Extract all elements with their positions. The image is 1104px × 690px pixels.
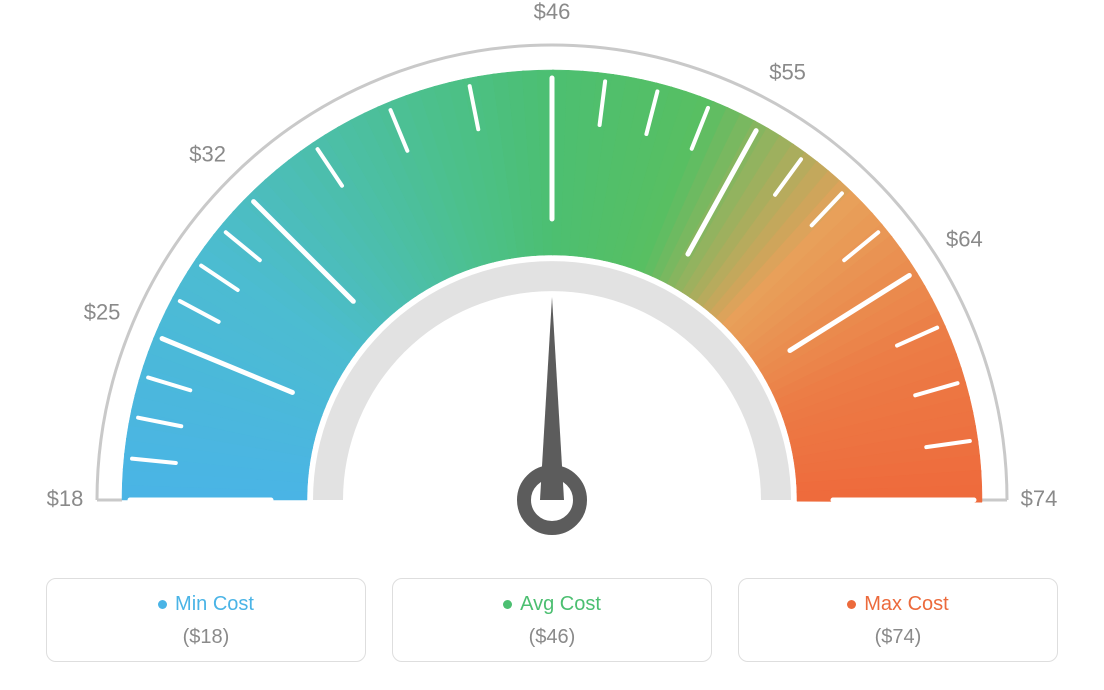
gauge-tick-label: $55 — [769, 60, 806, 85]
legend-dot-avg — [503, 600, 512, 609]
legend-label-min: Min Cost — [175, 593, 254, 616]
legend-value-max: ($74) — [749, 626, 1047, 649]
legend-label-avg: Avg Cost — [520, 593, 601, 616]
legend-row: Min Cost ($18) Avg Cost ($46) Max Cost (… — [0, 578, 1104, 662]
gauge-tick-label: $32 — [189, 141, 226, 166]
legend-value-min: ($18) — [57, 626, 355, 649]
legend-label-max: Max Cost — [864, 593, 948, 616]
legend-card-avg: Avg Cost ($46) — [392, 578, 712, 662]
legend-title-min: Min Cost — [158, 593, 254, 616]
gauge-tick-label: $74 — [1021, 486, 1058, 511]
legend-title-max: Max Cost — [847, 593, 948, 616]
legend-dot-min — [158, 600, 167, 609]
legend-dot-max — [847, 600, 856, 609]
gauge-tick-label: $25 — [84, 299, 121, 324]
gauge-tick-label: $64 — [946, 227, 983, 252]
legend-title-avg: Avg Cost — [503, 593, 601, 616]
legend-value-avg: ($46) — [403, 626, 701, 649]
gauge-svg: $18 $25 $32 $46 $55 $64 $74 — [0, 0, 1104, 560]
cost-gauge: $18 $25 $32 $46 $55 $64 $74 — [0, 0, 1104, 560]
gauge-tick-label: $18 — [47, 486, 84, 511]
legend-card-max: Max Cost ($74) — [738, 578, 1058, 662]
legend-card-min: Min Cost ($18) — [46, 578, 366, 662]
gauge-tick-label: $46 — [534, 0, 571, 24]
